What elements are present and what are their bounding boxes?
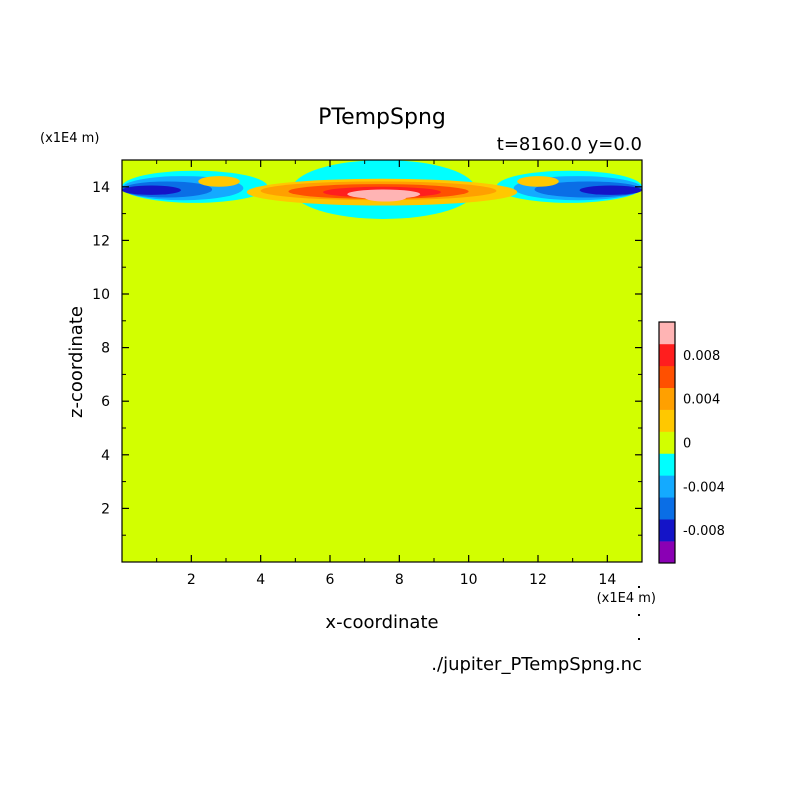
x-tick-label: 10 — [460, 572, 478, 588]
colorbar-segment — [659, 387, 675, 410]
x-axis-label: x-coordinate — [325, 612, 438, 633]
x-axis: 2 4 6 8 10 12 14 — [156, 160, 616, 588]
chart-title: PTempSpng — [318, 105, 446, 130]
colorbar-segment — [659, 541, 675, 564]
x-tick-label: 4 — [256, 572, 265, 588]
x-tick-label: 8 — [395, 572, 404, 588]
y-axis: 2 4 6 8 10 12 14 — [92, 180, 642, 536]
source-filename: ./jupiter_PTempSpng.nc — [431, 654, 642, 675]
y-unit-label: (x1E4 m) — [40, 131, 99, 146]
x-tick-label: 12 — [529, 572, 547, 588]
x-unit-label: (x1E4 m) — [597, 591, 656, 606]
contour-region — [364, 193, 407, 202]
marker-dot — [638, 586, 640, 588]
y-tick-label: 6 — [101, 394, 110, 410]
y-tick-label: 8 — [101, 341, 110, 357]
plot-area — [121, 159, 643, 563]
colorbar-segment — [659, 343, 675, 367]
colorbar: -0.008 -0.004 0 0.004 0.008 — [658, 321, 725, 564]
colorbar-segment — [659, 475, 675, 498]
contour-region — [579, 185, 642, 195]
colorbar-segment — [659, 322, 675, 345]
x-tick-label: 14 — [598, 572, 616, 588]
plot-background — [122, 160, 642, 562]
y-tick-label: 12 — [92, 233, 110, 249]
marker-dot — [638, 638, 640, 640]
colorbar-tick-label: 0 — [683, 437, 691, 452]
marker-dot — [638, 614, 640, 616]
contour-region — [198, 176, 240, 187]
colorbar-segment — [659, 497, 675, 520]
colorbar-segment — [659, 519, 675, 542]
x-tick-label: 6 — [326, 572, 335, 588]
colorbar-segment — [659, 431, 675, 454]
y-axis-label: z-coordinate — [66, 306, 87, 418]
colorbar-segment — [659, 409, 675, 432]
x-tick-label: 2 — [187, 572, 196, 588]
y-tick-label: 14 — [92, 180, 110, 196]
y-tick-label: 10 — [92, 287, 110, 303]
contour-region — [517, 176, 559, 187]
colorbar-tick-label: 0.008 — [683, 349, 720, 364]
y-tick-label: 2 — [101, 501, 110, 517]
colorbar-tick-label: 0.004 — [683, 393, 720, 408]
plot-frame — [121, 159, 643, 563]
contour-fills — [122, 160, 642, 219]
colorbar-tick-label: -0.008 — [683, 524, 725, 539]
colorbar-segment — [659, 365, 675, 389]
y-tick-label: 4 — [101, 448, 110, 464]
chart-subtitle: t=8160.0 y=0.0 — [497, 134, 642, 155]
axis-marker-dots — [638, 586, 640, 640]
colorbar-frame — [658, 321, 676, 564]
contour-region — [122, 185, 181, 195]
colorbar-segment — [659, 453, 675, 476]
colorbar-tick-label: -0.004 — [683, 480, 725, 495]
